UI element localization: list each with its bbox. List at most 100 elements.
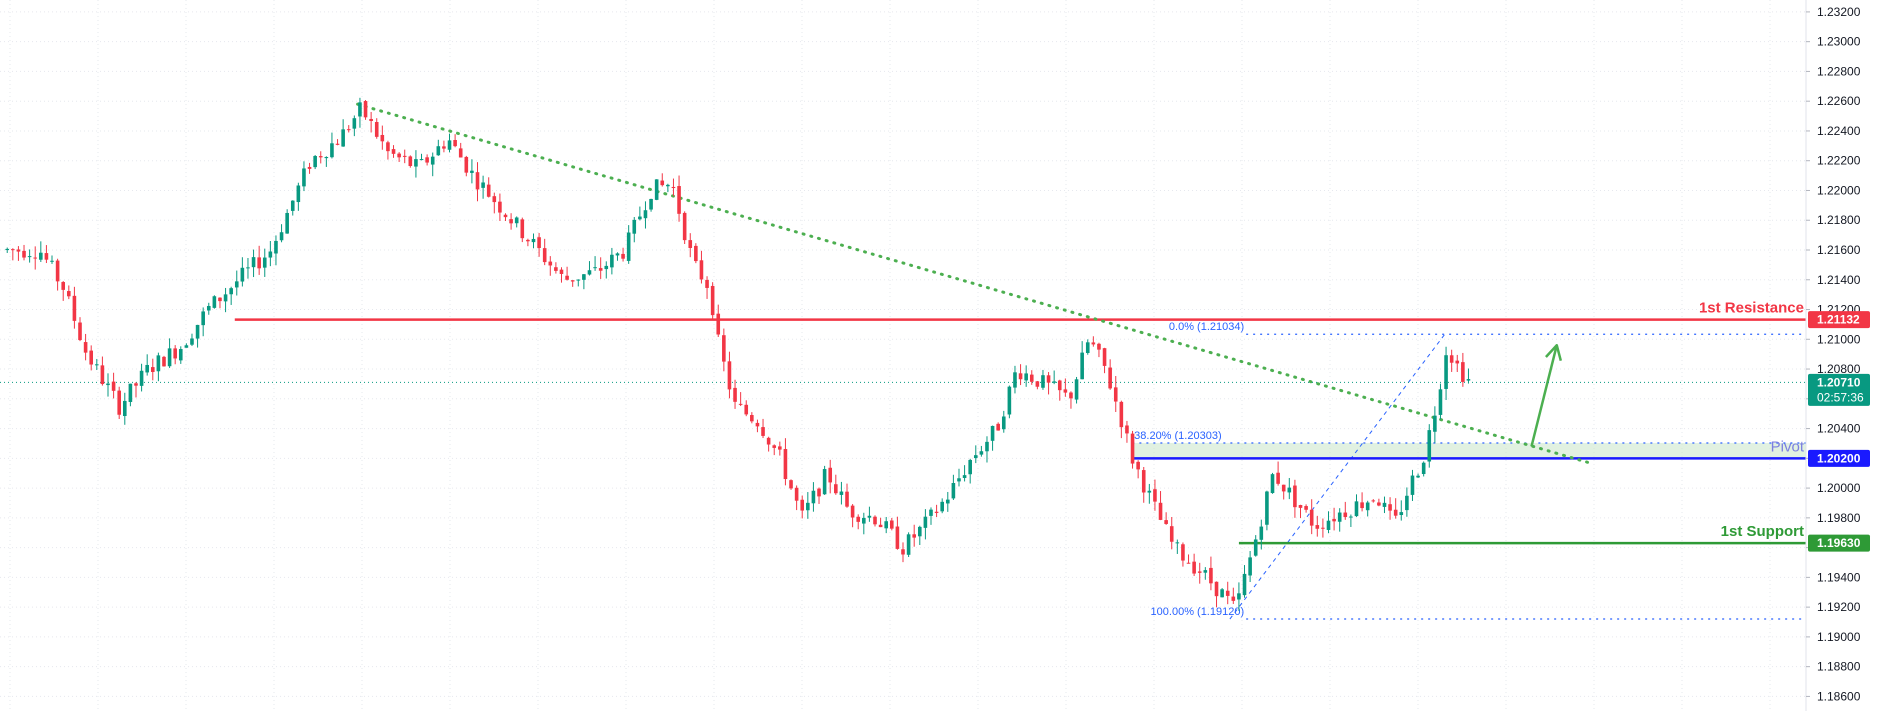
candle-body: [598, 268, 603, 271]
price-axis-tick-label: 1.22600: [1817, 94, 1861, 108]
candle-body: [1371, 500, 1376, 502]
candle: [16, 246, 21, 261]
candle: [1097, 342, 1101, 358]
candle: [1018, 364, 1023, 386]
candle: [453, 134, 457, 148]
candle: [1136, 460, 1140, 479]
candle: [1164, 512, 1168, 525]
candle-body: [369, 118, 373, 121]
candle-body: [755, 422, 760, 427]
candle: [95, 358, 99, 371]
fib-level-label: 0.0% (1.21034): [1169, 321, 1244, 333]
price-axis-tick-label: 1.21000: [1817, 332, 1861, 346]
candle: [1287, 477, 1292, 500]
candle: [363, 99, 368, 120]
candle: [660, 173, 665, 187]
candle-body: [128, 383, 133, 402]
candle-body: [817, 488, 821, 497]
candle-body: [223, 294, 228, 302]
candle-body: [1001, 416, 1006, 430]
candle: [335, 139, 340, 146]
candle: [912, 524, 916, 547]
candle: [106, 373, 110, 397]
candle: [1080, 341, 1084, 380]
candle: [156, 352, 161, 382]
candle: [117, 386, 121, 419]
candle: [1405, 487, 1409, 517]
candle: [1377, 498, 1381, 507]
candle: [111, 372, 116, 399]
candle: [1461, 352, 1465, 387]
price-axis[interactable]: 1.23200 1.23000 1.22800 1.22600 1.22400 1.222…: [1805, 0, 1878, 711]
candle-body: [206, 305, 211, 311]
candle: [755, 419, 760, 433]
candle: [733, 379, 737, 409]
candle: [1046, 372, 1051, 395]
candle: [150, 358, 155, 381]
candle: [458, 142, 463, 158]
candle-body: [542, 248, 547, 263]
candle: [548, 256, 553, 276]
fib-zone: [1132, 442, 1806, 459]
candle: [621, 247, 625, 262]
candle-body: [733, 387, 737, 402]
candle: [44, 245, 49, 264]
candle-body: [313, 156, 317, 168]
price-axis-tick-label: 1.20800: [1817, 362, 1861, 376]
candle-body: [1063, 389, 1068, 393]
level-labels: 1st Resistance Pivot 1st Support: [1699, 300, 1805, 541]
candle-body: [1377, 502, 1381, 506]
candle: [414, 150, 418, 178]
candle: [1265, 490, 1269, 531]
candle-body: [78, 322, 82, 341]
candle-body: [940, 501, 944, 512]
candle-body: [1281, 484, 1286, 492]
candle-body: [257, 257, 261, 269]
candle: [430, 152, 435, 177]
candle-body: [72, 295, 77, 321]
candle-body: [705, 279, 709, 288]
candle-body: [234, 281, 239, 288]
candle-body: [1265, 491, 1269, 525]
candle-body: [559, 269, 564, 274]
candle-body: [632, 219, 637, 234]
candle-body: [39, 252, 43, 260]
candle-body: [251, 257, 256, 268]
candle-body: [218, 297, 222, 302]
candle-body: [789, 480, 793, 489]
candle-body: [1136, 461, 1140, 470]
candle: [1057, 379, 1062, 401]
candle-body: [324, 157, 329, 159]
candle-body: [682, 212, 687, 241]
candle: [1119, 400, 1124, 439]
candle: [1360, 492, 1364, 512]
candle-body: [806, 502, 810, 511]
candle-body: [1466, 379, 1471, 381]
candle-body: [509, 219, 513, 224]
candle: [195, 324, 200, 348]
candle: [1113, 376, 1118, 413]
candle: [78, 317, 82, 342]
candle: [475, 162, 480, 202]
candle: [1001, 410, 1006, 433]
candle-body: [195, 324, 200, 339]
candle-body: [1186, 562, 1191, 564]
candle: [1091, 336, 1096, 347]
candle: [89, 345, 94, 371]
candle-body: [95, 364, 99, 366]
candle-body: [890, 520, 894, 529]
candle: [5, 247, 10, 253]
candle: [951, 474, 956, 500]
candle: [1321, 518, 1325, 538]
candle: [850, 504, 855, 528]
candle: [1085, 339, 1090, 355]
current-price-badge: [1808, 373, 1870, 406]
candle: [722, 328, 726, 372]
candle-body: [346, 129, 351, 131]
candle-body: [145, 364, 149, 373]
candle-body: [173, 348, 177, 359]
candle-body: [150, 367, 155, 372]
candle: [626, 225, 631, 264]
candle: [1332, 507, 1336, 531]
